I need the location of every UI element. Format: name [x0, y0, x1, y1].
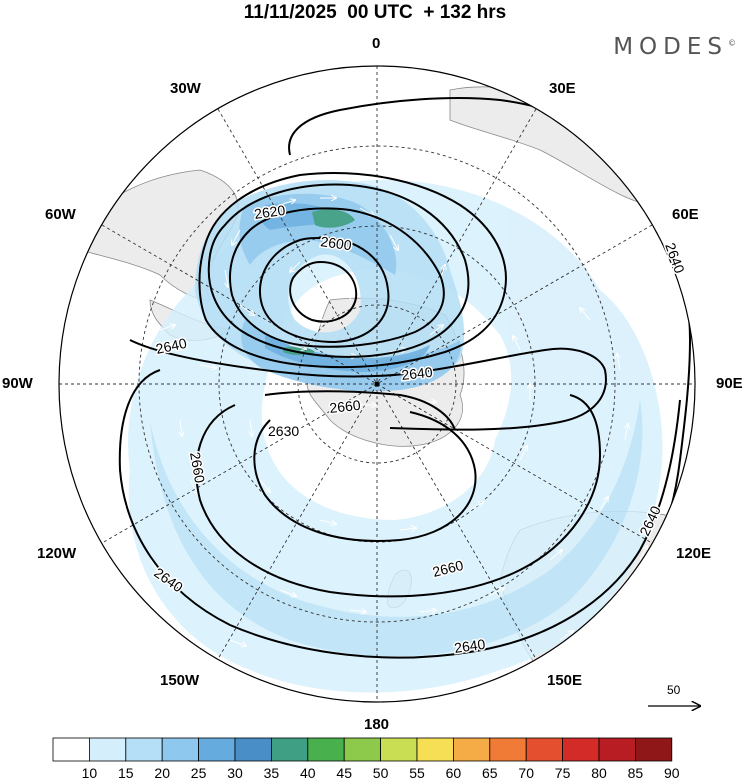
wind-max-north: [312, 209, 355, 228]
colorbar-swatch: [307, 737, 345, 762]
contour-2660-outer: [195, 394, 602, 598]
colorbar-label: 80: [591, 765, 607, 781]
colorbar-swatch: [452, 737, 491, 762]
lon-label-60w: 60W: [45, 206, 76, 223]
wind-core-4: [265, 335, 430, 372]
colorbar-swatch: [125, 737, 163, 762]
contour-label: 2630: [268, 423, 299, 439]
contour-2640-main: [198, 172, 507, 369]
lon-label-150e: 150E: [547, 672, 583, 689]
colorbar-label: 30: [227, 765, 243, 781]
lon-label-30w: 30W: [170, 80, 201, 97]
colorbar-swatch: [598, 737, 636, 762]
colorbar-label: 35: [264, 765, 280, 781]
contour-inner-low: [289, 260, 358, 323]
colorbar-swatch: [198, 737, 236, 762]
colorbar-label: 45: [336, 765, 352, 781]
wind-band-south: [150, 400, 643, 657]
colorbar-swatch: [161, 737, 199, 762]
contour-2630: [207, 183, 470, 358]
colorbar-swatch: [89, 737, 127, 762]
contour-label: 2600: [320, 233, 353, 253]
contour-2640-south: [118, 369, 681, 659]
colorbar-swatch: [635, 737, 673, 762]
colorbar-label: 85: [628, 765, 644, 781]
colorbar-label: 50: [373, 765, 389, 781]
colorbar-label: 25: [191, 765, 207, 781]
colorbar-swatch: [234, 737, 272, 762]
land-africa: [449, 86, 651, 206]
contour-label: 2660: [329, 397, 362, 416]
contour-label: 2640: [662, 241, 688, 276]
colorbar-label: 90: [664, 765, 680, 781]
lon-label-90e: 90E: [716, 375, 743, 392]
colorbar-label: 10: [82, 765, 98, 781]
lon-label-30e: 30E: [549, 80, 576, 97]
lon-label-90w: 90W: [2, 375, 33, 392]
lon-label-60e: 60E: [672, 206, 699, 223]
colorbar-label: 60: [446, 765, 462, 781]
contour-2620: [229, 207, 445, 348]
colorbar-swatch: [416, 737, 454, 762]
colorbar-swatch: [525, 737, 564, 762]
reference-vector-label: 50: [667, 683, 681, 697]
map-title: 11/11/2025 00 UTC + 132 hrs: [243, 2, 507, 23]
colorbar-label: 40: [300, 765, 316, 781]
lon-label-180: 180: [364, 716, 390, 733]
colorbar-swatch: [380, 737, 418, 762]
contour-2600: [259, 236, 390, 344]
contour-label: 2640: [453, 636, 486, 656]
colorbar-label: 15: [118, 765, 134, 781]
south-pole-marker: [374, 381, 380, 387]
lon-label-150w: 150W: [160, 672, 200, 689]
colorbar-swatch: [489, 737, 527, 762]
colorbar-swatch: [52, 737, 90, 762]
modes-logo: MODES©: [613, 34, 736, 60]
colorbar-swatch: [270, 737, 309, 762]
colorbar: 10 15 20 25 30 35 40 45 50 55 60 65 70 75 80 85 90: [52, 737, 680, 781]
colorbar-label: 55: [409, 765, 425, 781]
lon-label-120e: 120E: [676, 545, 712, 562]
contour-label: 2620: [253, 202, 286, 222]
colorbar-swatch: [562, 737, 600, 762]
contour-2660-south: [253, 390, 477, 542]
map-boundary: [58, 65, 696, 703]
lon-label-120w: 120W: [37, 545, 77, 562]
colorbar-label: 65: [482, 765, 498, 781]
colorbar-label: 75: [555, 765, 571, 781]
lon-label-0: 0: [372, 35, 381, 52]
colorbar-label: 70: [518, 765, 534, 781]
contour-label: 2640: [401, 364, 434, 383]
wind-vectors: [149, 198, 647, 646]
colorbar-swatch: [343, 737, 382, 762]
colorbar-label: 20: [154, 765, 170, 781]
contour-2640-outer: [129, 339, 607, 431]
